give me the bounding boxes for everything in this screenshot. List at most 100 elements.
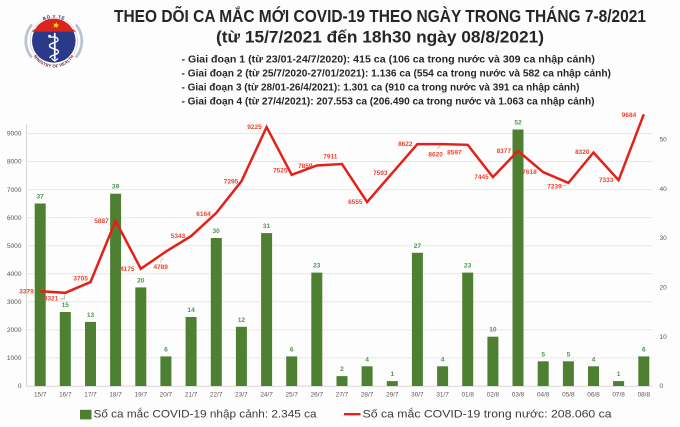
svg-text:27: 27: [414, 243, 422, 250]
svg-text:05/8: 05/8: [562, 391, 575, 398]
svg-text:6555: 6555: [348, 199, 363, 206]
svg-text:3705: 3705: [73, 275, 88, 282]
svg-text:39: 39: [112, 184, 120, 191]
svg-text:04/8: 04/8: [537, 391, 550, 398]
svg-text:Số ca mắc COVID-19 trong nước:: Số ca mắc COVID-19 trong nước: 208.060 c…: [363, 408, 613, 421]
svg-text:8597: 8597: [447, 150, 462, 157]
svg-text:30/7: 30/7: [411, 391, 424, 398]
svg-text:23/7: 23/7: [235, 391, 248, 398]
svg-text:7239: 7239: [547, 184, 562, 191]
svg-text:4: 4: [592, 356, 596, 363]
svg-text:3379: 3379: [19, 289, 34, 296]
svg-text:7295: 7295: [224, 179, 239, 186]
svg-text:3000: 3000: [7, 299, 22, 306]
svg-text:30: 30: [213, 228, 221, 235]
svg-text:5887: 5887: [94, 218, 109, 225]
svg-text:7911: 7911: [323, 154, 337, 161]
svg-text:- Giai đoạn 4 (từ 27/4/2021):: - Giai đoạn 4 (từ 27/4/2021): 207.553 ca…: [182, 96, 595, 107]
svg-text:31: 31: [263, 223, 271, 230]
svg-text:8377: 8377: [497, 148, 512, 155]
svg-text:19/7: 19/7: [135, 391, 148, 398]
svg-text:5: 5: [567, 351, 571, 358]
svg-text:- Giai đoạn 2 (từ 25/7/2020-27: - Giai đoạn 2 (từ 25/7/2020-27/01/2021):…: [182, 68, 611, 79]
svg-text:20/7: 20/7: [160, 391, 173, 398]
svg-text:1000: 1000: [7, 355, 22, 362]
svg-text:1: 1: [390, 371, 394, 378]
svg-text:6000: 6000: [7, 215, 22, 222]
svg-text:4175: 4175: [120, 266, 135, 273]
svg-text:7618: 7618: [522, 169, 537, 176]
svg-text:7333: 7333: [599, 177, 614, 184]
svg-text:12: 12: [238, 317, 246, 324]
svg-text:9225: 9225: [247, 124, 262, 131]
svg-text:17/7: 17/7: [84, 391, 97, 398]
svg-text:7859: 7859: [298, 163, 313, 170]
svg-text:37: 37: [37, 194, 45, 201]
svg-text:6164: 6164: [196, 211, 211, 218]
svg-text:3321: 3321: [44, 296, 59, 303]
svg-text:06/8: 06/8: [587, 391, 600, 398]
svg-text:2000: 2000: [7, 327, 22, 334]
svg-text:7000: 7000: [7, 187, 22, 194]
svg-text:4: 4: [441, 356, 445, 363]
svg-text:22/7: 22/7: [210, 391, 223, 398]
svg-text:50: 50: [660, 137, 668, 144]
svg-text:30: 30: [660, 235, 668, 242]
svg-text:5: 5: [541, 351, 545, 358]
svg-text:8320: 8320: [575, 149, 590, 156]
svg-text:7525: 7525: [273, 167, 288, 174]
svg-text:26/7: 26/7: [311, 391, 324, 398]
svg-text:28/7: 28/7: [361, 391, 374, 398]
svg-text:8620: 8620: [428, 151, 443, 158]
svg-text:6: 6: [164, 346, 168, 353]
svg-text:08/8: 08/8: [638, 391, 651, 398]
svg-text:0: 0: [660, 383, 664, 390]
svg-text:7593: 7593: [373, 170, 388, 177]
svg-text:23: 23: [313, 263, 321, 270]
svg-text:52: 52: [514, 120, 522, 127]
svg-text:5343: 5343: [171, 233, 186, 240]
svg-text:25/7: 25/7: [285, 391, 298, 398]
svg-text:27/7: 27/7: [336, 391, 349, 398]
svg-text:13: 13: [87, 312, 95, 319]
svg-text:10: 10: [489, 327, 497, 334]
svg-text:9000: 9000: [7, 131, 22, 138]
svg-text:20: 20: [137, 277, 145, 284]
svg-text:23: 23: [464, 263, 472, 270]
svg-text:9684: 9684: [622, 112, 637, 119]
svg-text:24/7: 24/7: [260, 391, 273, 398]
svg-text:20: 20: [660, 285, 668, 292]
svg-text:14: 14: [187, 307, 195, 314]
svg-text:1: 1: [617, 371, 621, 378]
svg-text:4000: 4000: [7, 271, 22, 278]
svg-text:0: 0: [18, 383, 22, 390]
svg-text:THEO DÕI CA MẮC MỚI COVID-19 T: THEO DÕI CA MẮC MỚI COVID-19 THEO NGÀY T…: [114, 5, 646, 26]
svg-text:6: 6: [290, 346, 294, 353]
svg-text:4: 4: [365, 356, 369, 363]
svg-text:BỘ Y TẾ: BỘ Y TẾ: [42, 12, 66, 21]
svg-text:10: 10: [660, 334, 668, 341]
svg-text:7445: 7445: [474, 174, 489, 181]
svg-text:Số ca mắc COVID-19 nhập cảnh:: Số ca mắc COVID-19 nhập cảnh: 2.345 ca: [94, 408, 318, 421]
svg-text:- Giai đoạn 1 (từ 23/01-24/7/2: - Giai đoạn 1 (từ 23/01-24/7/2020): 415 …: [182, 54, 595, 65]
svg-text:15: 15: [62, 302, 70, 309]
svg-text:6: 6: [642, 346, 646, 353]
svg-text:2: 2: [340, 366, 344, 373]
svg-text:8000: 8000: [7, 159, 22, 166]
svg-text:29/7: 29/7: [386, 391, 399, 398]
svg-text:01/8: 01/8: [461, 391, 474, 398]
svg-text:21/7: 21/7: [185, 391, 198, 398]
svg-text:03/8: 03/8: [512, 391, 525, 398]
svg-text:18/7: 18/7: [109, 391, 122, 398]
svg-text:(từ 15/7/2021 đến 18h30 ngày 0: (từ 15/7/2021 đến 18h30 ngày 08/8/2021): [216, 28, 544, 47]
svg-text:4789: 4789: [153, 264, 168, 271]
svg-text:- Giai đoạn 3 (từ 28/01-26/4/2: - Giai đoạn 3 (từ 28/01-26/4/2021): 1.30…: [182, 82, 580, 93]
svg-text:8622: 8622: [398, 141, 413, 148]
svg-text:31/7: 31/7: [436, 391, 449, 398]
svg-text:16/7: 16/7: [59, 391, 72, 398]
svg-text:5000: 5000: [7, 243, 22, 250]
svg-text:15/7: 15/7: [34, 391, 47, 398]
svg-text:02/8: 02/8: [487, 391, 500, 398]
svg-text:40: 40: [660, 186, 668, 193]
svg-text:07/8: 07/8: [612, 391, 625, 398]
